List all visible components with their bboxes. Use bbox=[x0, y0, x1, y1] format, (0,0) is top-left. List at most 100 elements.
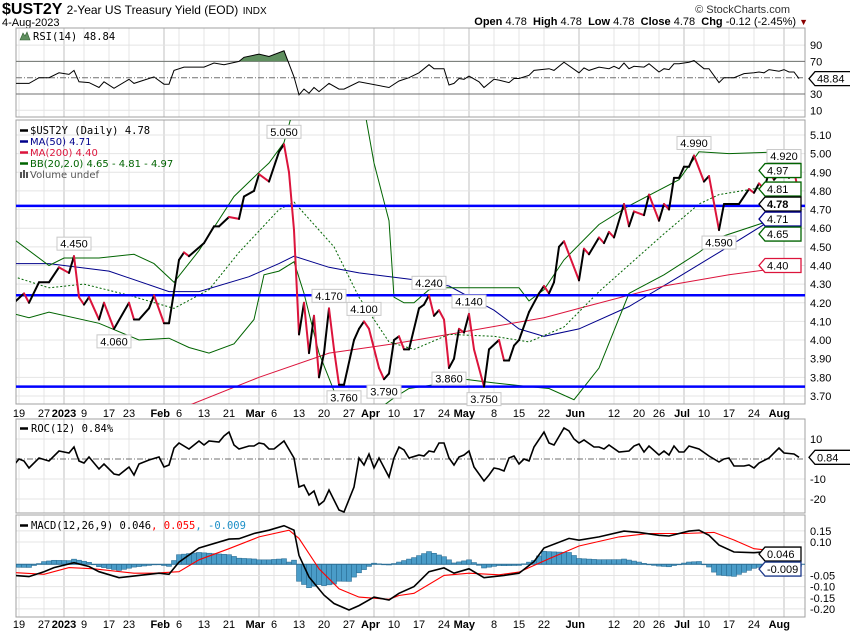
price-segment bbox=[168, 258, 180, 325]
price-segment bbox=[678, 165, 685, 179]
value-tag-label: 48.84 bbox=[817, 74, 845, 86]
y-tick-label: -10 bbox=[810, 474, 826, 486]
macd-histogram-bar bbox=[336, 563, 342, 582]
x-tick-label: 12 bbox=[608, 619, 620, 631]
price-segment bbox=[393, 335, 400, 342]
price-annotation: 3.790 bbox=[366, 384, 402, 399]
annotation-box bbox=[766, 149, 802, 164]
price-segment bbox=[358, 320, 365, 330]
price-annotation: 3.760 bbox=[326, 390, 362, 405]
price-segment bbox=[418, 303, 425, 310]
price-segment bbox=[603, 230, 610, 245]
value-tag-label: 4.65 bbox=[767, 229, 788, 241]
annotation-box bbox=[411, 275, 447, 290]
rsi-overbought-fill bbox=[16, 50, 799, 62]
macd-histogram-bar bbox=[296, 563, 302, 582]
price-annotation: 3.860 bbox=[431, 371, 467, 386]
price-value-tag: 4.71 bbox=[758, 211, 802, 227]
x-tick-label: 13 bbox=[293, 408, 305, 420]
series-ma-50- bbox=[16, 207, 800, 337]
price-segment bbox=[608, 230, 615, 239]
macd-histogram-bar bbox=[566, 552, 572, 565]
price-legend-item: BB(20,2.0) 4.65 - 4.81 - 4.97 bbox=[30, 159, 173, 170]
open-label: Open bbox=[474, 16, 503, 28]
macd-legend: MACD(12,26,9) 0.046, 0.055, -0.009 bbox=[31, 520, 246, 532]
annotation-box bbox=[346, 301, 382, 316]
macd-histogram-bar bbox=[426, 551, 432, 565]
x-tick-label: 22 bbox=[538, 619, 550, 631]
y-tick-label: 3.70 bbox=[810, 391, 831, 403]
macd-histogram-bar bbox=[276, 558, 282, 565]
x-tick-label: 12 bbox=[608, 408, 620, 420]
price-segment bbox=[368, 327, 380, 369]
macd-plot bbox=[16, 524, 805, 611]
price-plot bbox=[16, 120, 805, 404]
price-segment bbox=[243, 189, 255, 198]
y-tick-label: 4.20 bbox=[810, 298, 831, 310]
y-tick-label: 4.50 bbox=[810, 242, 831, 254]
x-tick-label: 2023 bbox=[52, 619, 76, 631]
macd-histogram-bar bbox=[551, 551, 557, 565]
price-segment bbox=[88, 296, 100, 321]
x-tick-label: 10 bbox=[388, 408, 400, 420]
x-tick-label: 27 bbox=[38, 408, 50, 420]
copyright: © StockCharts.com bbox=[695, 4, 790, 16]
x-tick-label: 10 bbox=[698, 408, 710, 420]
price-segment bbox=[68, 255, 75, 274]
price-segment bbox=[178, 251, 185, 261]
macd-histogram-bar bbox=[231, 556, 237, 565]
macd-histogram-bar bbox=[266, 559, 272, 565]
x-tick-label: 15 bbox=[513, 619, 525, 631]
x-tick-label: May bbox=[454, 408, 476, 420]
price-segment bbox=[288, 171, 295, 232]
price-segment bbox=[628, 210, 635, 228]
x-tick-label: 21 bbox=[223, 619, 235, 631]
macd-histogram-bar bbox=[541, 551, 547, 565]
y-tick-label: 10 bbox=[810, 105, 822, 117]
macd-histogram-bar bbox=[716, 563, 722, 576]
price-segment bbox=[498, 339, 505, 362]
roc-last-value-tag: 0.84 bbox=[808, 449, 850, 465]
price-segment bbox=[323, 307, 330, 355]
price-segment bbox=[318, 352, 325, 379]
x-tick-label: 17 bbox=[723, 619, 735, 631]
price-segment bbox=[383, 372, 390, 381]
x-tick-label: 9 bbox=[81, 408, 87, 420]
macd-histogram-bar bbox=[441, 556, 447, 565]
x-tick-label: Jul bbox=[674, 408, 690, 420]
price-segment bbox=[188, 242, 205, 258]
macd-legend-hist: , -0.009 bbox=[195, 520, 246, 532]
macd-histogram-bar bbox=[561, 551, 567, 565]
macd-histogram-bar bbox=[251, 558, 257, 565]
price-segment bbox=[688, 154, 695, 168]
price-segment bbox=[128, 301, 135, 321]
macd-histogram-bar bbox=[736, 563, 742, 575]
x-tick-label: Mar bbox=[245, 408, 265, 420]
price-segment bbox=[378, 367, 385, 381]
price-segment bbox=[538, 284, 545, 295]
macd-histogram-bar bbox=[601, 559, 607, 565]
x-tick-label: Mar bbox=[245, 619, 265, 631]
price-segment bbox=[333, 348, 340, 386]
x-tick-label: 17 bbox=[413, 408, 425, 420]
price-segment bbox=[583, 247, 590, 256]
price-segment bbox=[468, 312, 475, 351]
roc-plot bbox=[16, 426, 805, 513]
price-segment bbox=[518, 311, 530, 342]
value-tag-box bbox=[758, 211, 802, 227]
y-tick-label: 5.10 bbox=[810, 130, 831, 142]
price-segment bbox=[438, 309, 445, 321]
price-segment bbox=[738, 188, 750, 205]
price-annotation: 4.990 bbox=[676, 136, 712, 151]
value-tag-box bbox=[758, 181, 802, 197]
macd-histogram-bar bbox=[106, 563, 112, 569]
x-tick-label: 2023 bbox=[52, 408, 76, 420]
series-bb-upper bbox=[16, 120, 800, 304]
x-tick-label: 26 bbox=[653, 619, 665, 631]
price-segment bbox=[513, 339, 520, 347]
macd-histogram-bar bbox=[721, 563, 727, 576]
price-legend-item: Volume undef bbox=[30, 170, 100, 181]
rsi-oversold-fill bbox=[16, 94, 799, 95]
macd-histogram-bar bbox=[586, 558, 592, 565]
low-value: 4.78 bbox=[613, 16, 635, 28]
